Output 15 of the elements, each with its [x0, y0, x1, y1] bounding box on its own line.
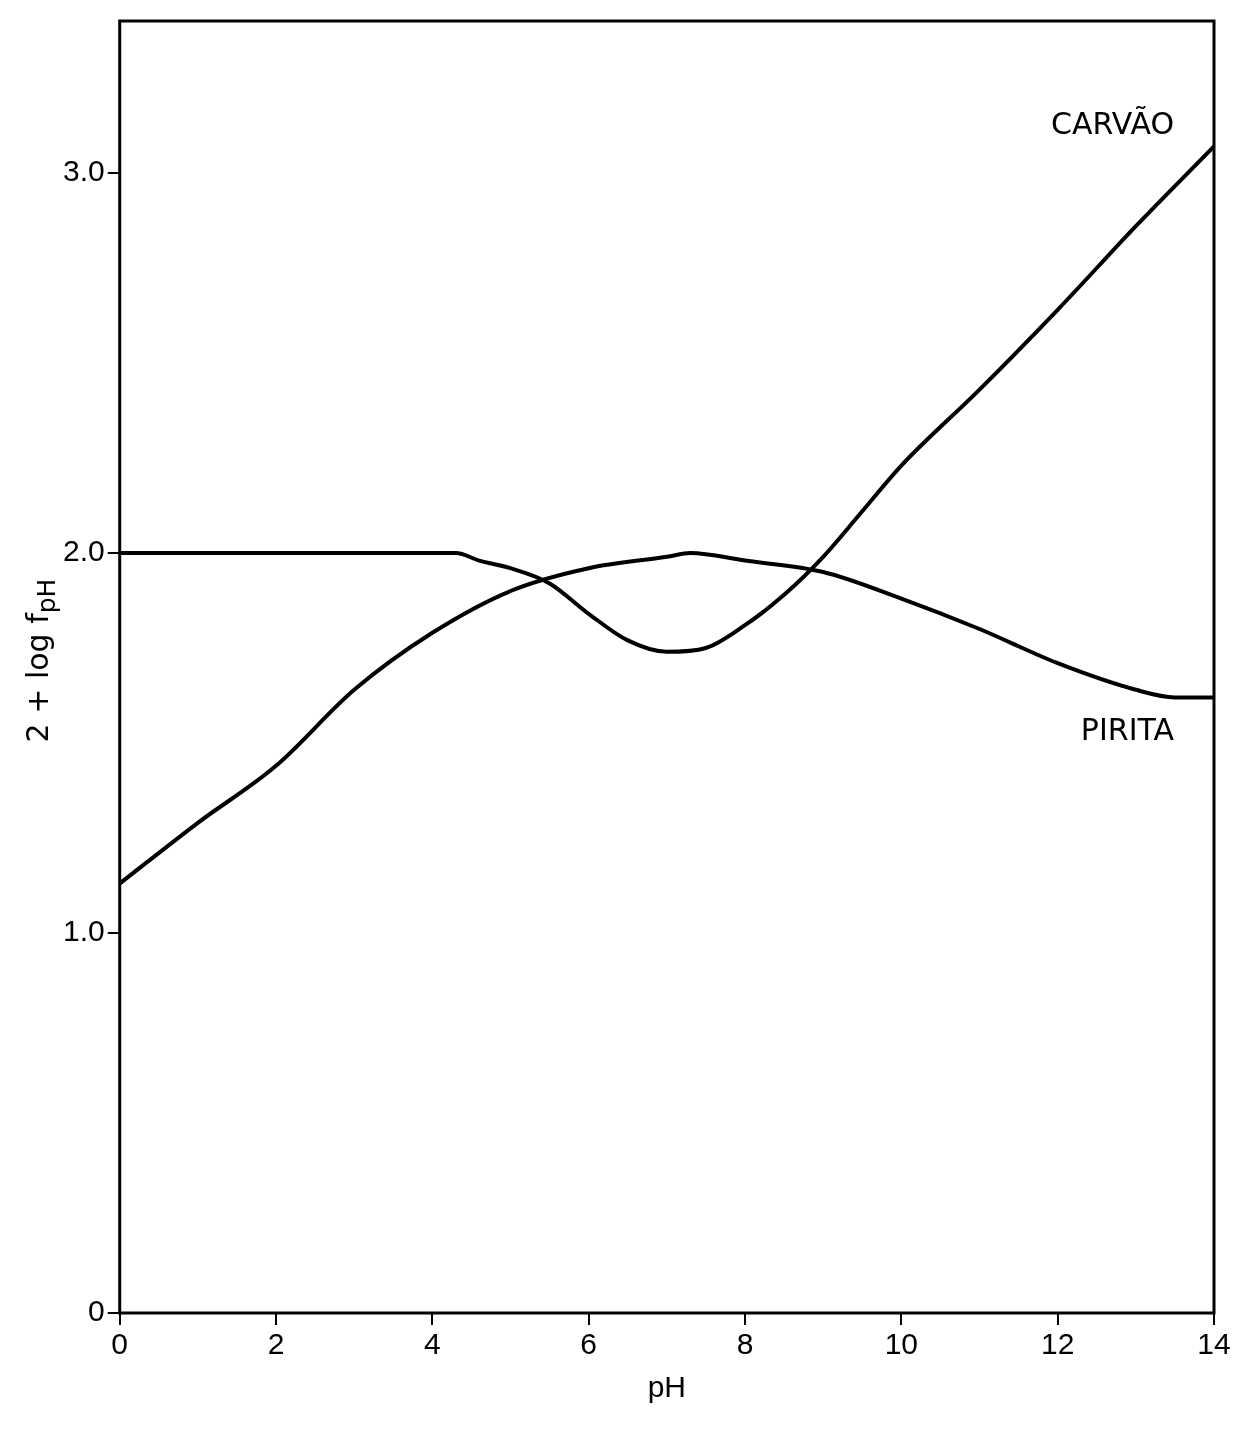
x-tick-label: 12 [1040, 1327, 1075, 1361]
x-tick-label: 6 [580, 1327, 598, 1361]
y-tick-label: 0 [88, 1294, 105, 1328]
x-tick-label: 0 [111, 1327, 129, 1361]
x-tick-label: 2 [267, 1327, 285, 1361]
x-axis-title: pH [647, 1370, 687, 1404]
series-label: CARVÃO [1051, 106, 1174, 142]
x-tick-label: 10 [884, 1327, 919, 1361]
y-tick-label: 1.0 [62, 914, 105, 948]
x-tick-label: 14 [1197, 1327, 1231, 1361]
series-label: PIRITA [1080, 712, 1175, 748]
x-tick-label: 8 [736, 1327, 754, 1361]
y-tick-label: 2.0 [62, 534, 105, 568]
x-tick-label: 4 [424, 1327, 441, 1361]
y-tick-label: 3.0 [62, 154, 105, 188]
